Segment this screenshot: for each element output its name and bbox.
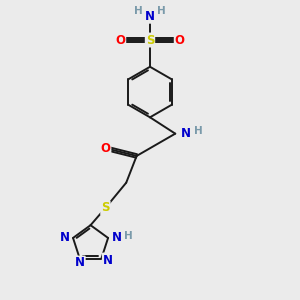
Text: N: N [103,254,113,266]
Text: O: O [175,34,185,46]
Text: N: N [59,231,70,244]
Text: N: N [75,256,85,269]
Text: H: H [194,126,203,136]
Text: O: O [115,34,125,46]
Text: N: N [112,231,122,244]
Text: N: N [145,10,155,23]
Text: N: N [181,127,190,140]
Text: H: H [157,6,166,16]
Text: H: H [134,6,143,16]
Text: H: H [124,231,133,242]
Text: O: O [100,142,110,155]
Text: S: S [146,34,154,46]
Text: S: S [101,202,110,214]
